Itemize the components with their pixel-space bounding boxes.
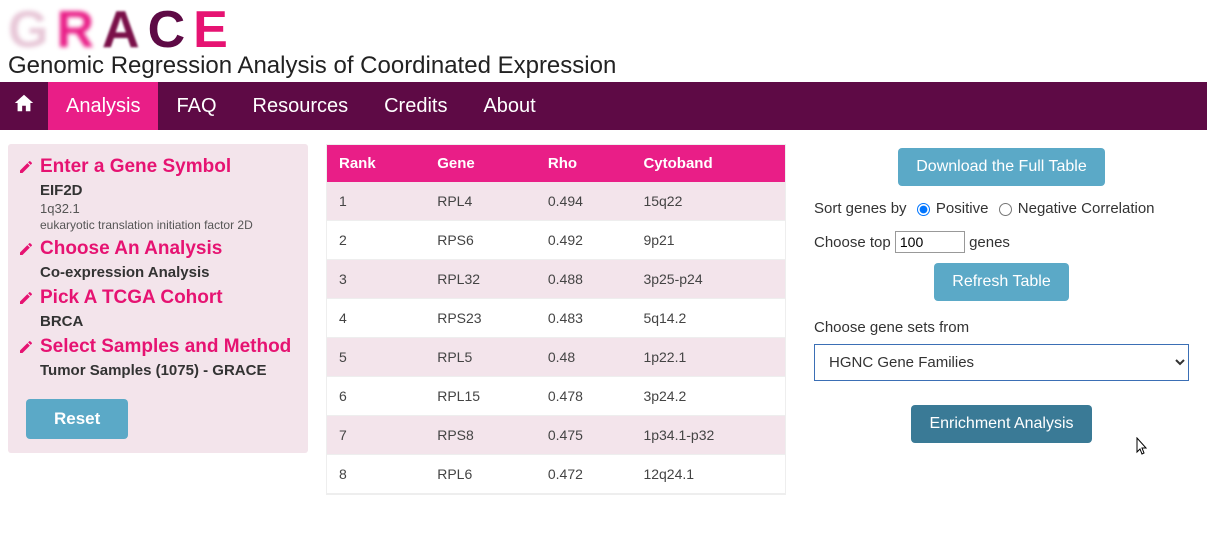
table-cell: 4 xyxy=(327,299,425,338)
sidebar-heading-gene-label: Enter a Gene Symbol xyxy=(40,156,231,178)
table-row: 4RPS230.4835q14.2 xyxy=(327,299,785,338)
table-row: 5RPL50.481p22.1 xyxy=(327,338,785,377)
table-cell: RPL4 xyxy=(425,182,536,221)
table-cell: 8 xyxy=(327,455,425,494)
table-cell: RPS8 xyxy=(425,416,536,455)
table-cell: 15q22 xyxy=(631,182,785,221)
table-cell: 0.488 xyxy=(536,260,632,299)
home-icon[interactable] xyxy=(0,92,48,120)
table-cell: 5 xyxy=(327,338,425,377)
table-cell: RPL32 xyxy=(425,260,536,299)
table-cell: RPL15 xyxy=(425,377,536,416)
table-cell: 0.478 xyxy=(536,377,632,416)
sort-negative-label: Negative Correlation xyxy=(1018,200,1155,217)
cohort-value: BRCA xyxy=(40,313,298,330)
table-cell: RPL5 xyxy=(425,338,536,377)
table-row: 7RPS80.4751p34.1-p32 xyxy=(327,416,785,455)
reset-button[interactable]: Reset xyxy=(26,399,128,439)
col-cytoband[interactable]: Cytoband xyxy=(631,145,785,182)
col-gene[interactable]: Gene xyxy=(425,145,536,182)
sidebar-heading-cohort-label: Pick A TCGA Cohort xyxy=(40,287,223,309)
table-cell: RPS23 xyxy=(425,299,536,338)
table-cell: 1p22.1 xyxy=(631,338,785,377)
table-row: 2RPS60.4929p21 xyxy=(327,221,785,260)
table-cell: RPL6 xyxy=(425,455,536,494)
sort-label: Sort genes by xyxy=(814,200,911,217)
sidebar-heading-samples-label: Select Samples and Method xyxy=(40,336,291,358)
table-cell: 3p24.2 xyxy=(631,377,785,416)
edit-icon xyxy=(18,339,34,355)
col-rank[interactable]: Rank xyxy=(327,145,425,182)
table-row: 6RPL150.4783p24.2 xyxy=(327,377,785,416)
table-cell: 0.494 xyxy=(536,182,632,221)
logo: GRACE xyxy=(8,4,1199,56)
sidebar-heading-samples[interactable]: Select Samples and Method xyxy=(18,336,298,358)
refresh-table-button[interactable]: Refresh Table xyxy=(934,263,1068,301)
sort-positive-radio[interactable] xyxy=(917,203,930,216)
table-row: 1RPL40.49415q22 xyxy=(327,182,785,221)
gene-symbol-value: EIF2D xyxy=(40,182,298,199)
table-cell: 1 xyxy=(327,182,425,221)
table-cell: 9p21 xyxy=(631,221,785,260)
nav-resources[interactable]: Resources xyxy=(235,82,367,130)
app-subtitle: Genomic Regression Analysis of Coordinat… xyxy=(8,52,1199,80)
top-label-suffix: genes xyxy=(969,234,1010,251)
table-cell: 0.483 xyxy=(536,299,632,338)
sort-positive-label: Positive xyxy=(936,200,989,217)
sort-negative-radio[interactable] xyxy=(999,203,1012,216)
top-row: Choose top genes xyxy=(814,231,1189,253)
table-cell: 0.492 xyxy=(536,221,632,260)
sidebar-heading-cohort[interactable]: Pick A TCGA Cohort xyxy=(18,287,298,309)
top-label-prefix: Choose top xyxy=(814,234,895,251)
sidebar: Enter a Gene Symbol EIF2D 1q32.1 eukaryo… xyxy=(8,144,308,453)
nav-about[interactable]: About xyxy=(465,82,553,130)
table-row: 8RPL60.47212q24.1 xyxy=(327,455,785,494)
table-cell: 0.48 xyxy=(536,338,632,377)
edit-icon xyxy=(18,290,34,306)
table-cell: 0.475 xyxy=(536,416,632,455)
edit-icon xyxy=(18,159,34,175)
gene-cytoband: 1q32.1 xyxy=(40,201,298,216)
table-row: 3RPL320.4883p25-p24 xyxy=(327,260,785,299)
cursor-icon xyxy=(954,437,1207,464)
table-cell: 3 xyxy=(327,260,425,299)
sidebar-heading-analysis[interactable]: Choose An Analysis xyxy=(18,238,298,260)
samples-value: Tumor Samples (1075) - GRACE xyxy=(40,362,298,379)
sidebar-heading-analysis-label: Choose An Analysis xyxy=(40,238,222,260)
top-n-input[interactable] xyxy=(895,231,965,253)
nav-faq[interactable]: FAQ xyxy=(158,82,234,130)
nav-analysis[interactable]: Analysis xyxy=(48,82,158,130)
sort-row: Sort genes by Positive Negative Correlat… xyxy=(814,200,1189,217)
download-table-button[interactable]: Download the Full Table xyxy=(898,148,1104,186)
header: GRACE Genomic Regression Analysis of Coo… xyxy=(0,0,1207,82)
geneset-select[interactable]: HGNC Gene Families xyxy=(814,344,1189,381)
table-cell: 7 xyxy=(327,416,425,455)
results-table: Rank Gene Rho Cytoband 1RPL40.49415q222R… xyxy=(326,144,786,495)
nav-credits[interactable]: Credits xyxy=(366,82,465,130)
table-cell: 12q24.1 xyxy=(631,455,785,494)
table-cell: 1p34.1-p32 xyxy=(631,416,785,455)
analysis-value: Co-expression Analysis xyxy=(40,264,298,281)
table-cell: 2 xyxy=(327,221,425,260)
col-rho[interactable]: Rho xyxy=(536,145,632,182)
controls-panel: Download the Full Table Sort genes by Po… xyxy=(804,144,1199,474)
table-cell: 0.472 xyxy=(536,455,632,494)
gene-description: eukaryotic translation initiation factor… xyxy=(40,218,298,232)
table-cell: 3p25-p24 xyxy=(631,260,785,299)
table-cell: 6 xyxy=(327,377,425,416)
content: Enter a Gene Symbol EIF2D 1q32.1 eukaryo… xyxy=(0,130,1207,509)
table-cell: 5q14.2 xyxy=(631,299,785,338)
sidebar-heading-gene[interactable]: Enter a Gene Symbol xyxy=(18,156,298,178)
table-header-row: Rank Gene Rho Cytoband xyxy=(327,145,785,182)
geneset-label: Choose gene sets from xyxy=(814,319,1189,336)
edit-icon xyxy=(18,241,34,257)
table-cell: RPS6 xyxy=(425,221,536,260)
navbar: Analysis FAQ Resources Credits About xyxy=(0,82,1207,130)
